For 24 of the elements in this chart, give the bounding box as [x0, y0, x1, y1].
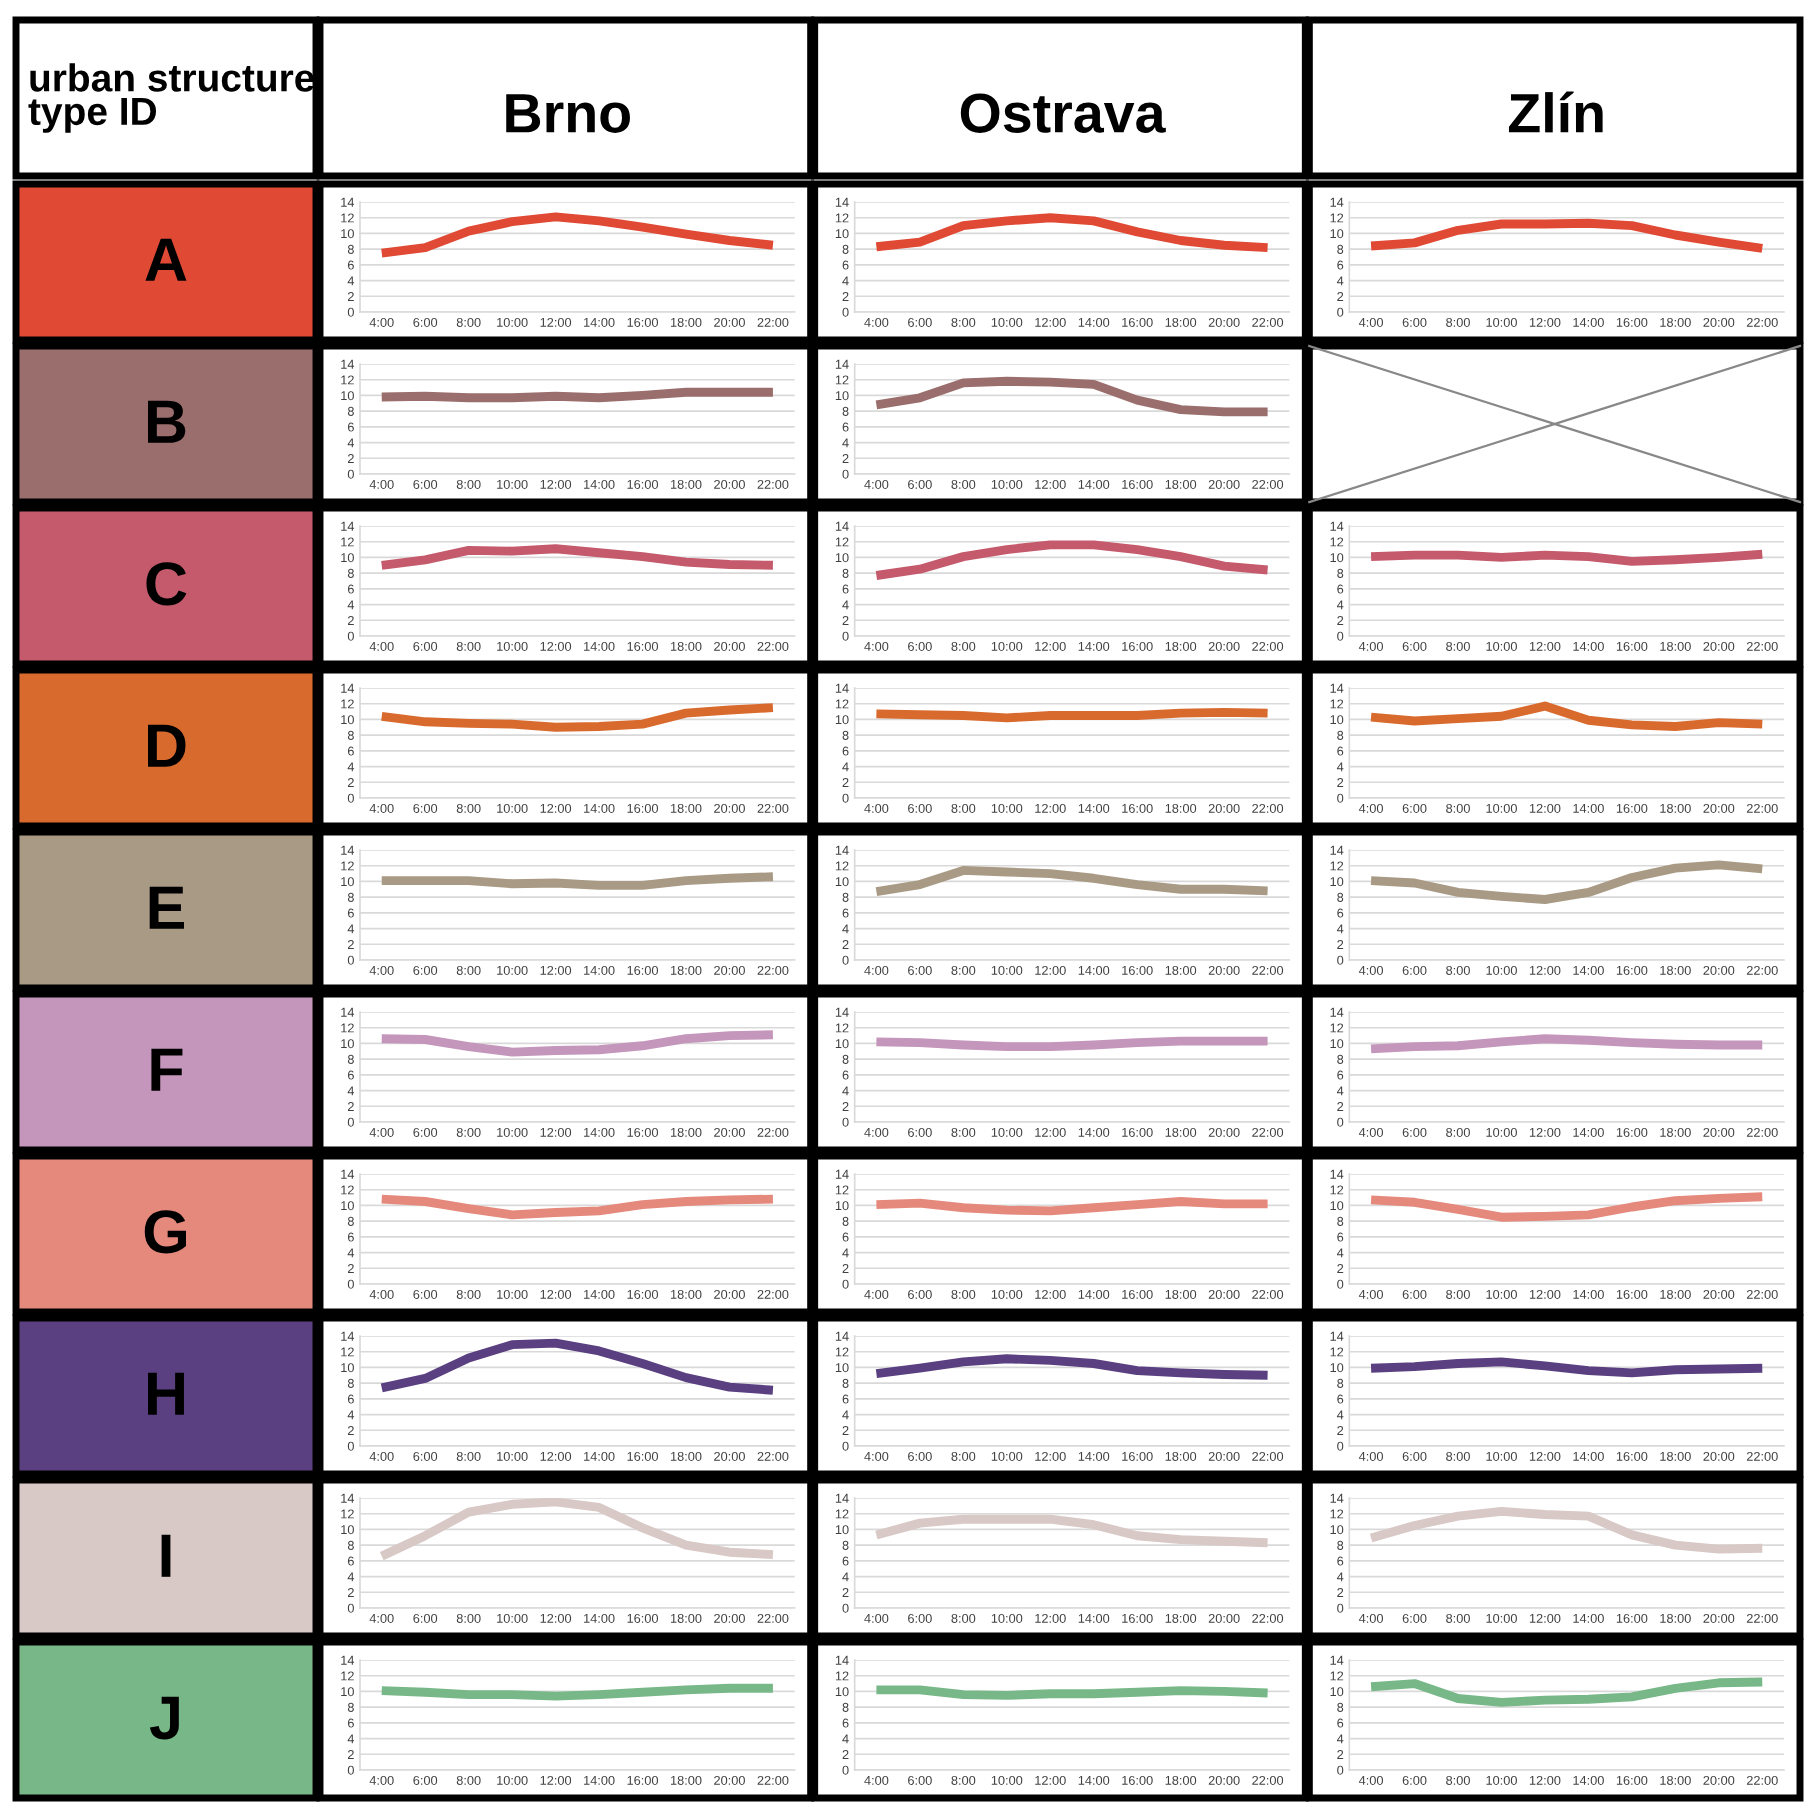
line-series — [377, 1498, 778, 1561]
category-label: D — [148, 724, 186, 767]
category-label: J — [149, 1696, 179, 1740]
line-series — [1366, 1677, 1767, 1707]
category-label: Zlín — [1508, 91, 1603, 133]
line-series — [1366, 701, 1767, 731]
line-series — [377, 1338, 778, 1395]
category-label: F — [151, 1048, 183, 1091]
category-label: A — [145, 238, 187, 281]
line-series — [377, 212, 778, 258]
line-series — [1366, 1506, 1767, 1554]
category-label: H — [148, 1372, 184, 1415]
line-series — [377, 703, 778, 732]
category-label: E — [149, 886, 184, 929]
category-label: B — [148, 400, 186, 443]
line-series — [1366, 218, 1767, 253]
category-label: C — [146, 562, 187, 606]
line-series — [1366, 860, 1767, 904]
category-label: I — [161, 1534, 171, 1577]
category-label: Ostrava — [960, 93, 1166, 133]
category-label: G — [144, 1210, 186, 1254]
text: urban structure type ID — [28, 63, 315, 133]
line-series — [1366, 1192, 1767, 1222]
category-label: Brno — [506, 94, 630, 133]
